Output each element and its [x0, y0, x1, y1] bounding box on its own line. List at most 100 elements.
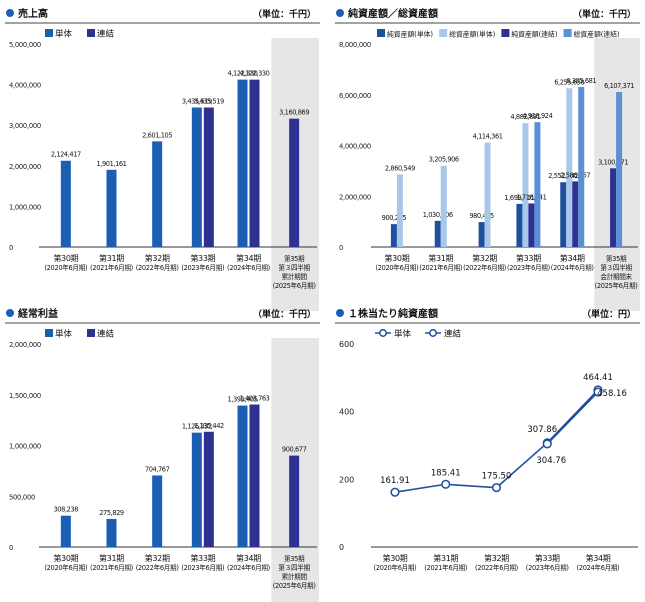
data-label: 704,767 — [145, 465, 170, 473]
x-tick-label: 第35期 — [606, 254, 627, 263]
y-tick-label: 6,000,000 — [339, 92, 371, 100]
legend-label: 純資産額(連結) — [511, 30, 557, 39]
unit-label: （単位：円） — [582, 308, 636, 320]
x-tick-label: 第31期 — [99, 253, 124, 263]
x-tick-label: (2025年6月期) — [273, 581, 316, 590]
y-tick-label: 2,000,000 — [9, 341, 41, 349]
legend-item: 純資産額(単体) — [377, 29, 433, 39]
data-label: 1,135,442 — [194, 422, 224, 430]
data-label: 6,255,658 — [554, 78, 584, 86]
legend-label: 純資産額(単体) — [387, 30, 433, 39]
legend-label: 連結 — [97, 329, 115, 340]
bar-assets — [440, 165, 447, 247]
bar-sales — [237, 79, 248, 248]
bar-sales — [203, 107, 214, 247]
x-tick-label: 第33期 — [516, 253, 541, 263]
chart-title: 経常利益 — [18, 307, 58, 320]
data-label: 1,030,906 — [423, 211, 453, 219]
legend-label: 単体 — [55, 29, 73, 40]
x-tick-label: (2024年6月期) — [227, 263, 270, 272]
data-label: 4,882,891 — [510, 113, 540, 121]
x-tick-label: (2021年6月期) — [424, 563, 467, 572]
legend-label: 連結 — [444, 329, 462, 340]
data-label: 980,465 — [469, 212, 494, 220]
data-label: 464.41 — [583, 373, 613, 383]
bar-sales — [60, 160, 71, 247]
y-tick-label: 8,000,000 — [339, 41, 371, 49]
x-tick-label: 第34期 — [236, 553, 261, 563]
bar-assets — [484, 142, 491, 247]
legend-item: 連結 — [87, 29, 115, 40]
legend-swatch — [501, 29, 510, 37]
bar-sales — [152, 141, 163, 247]
y-tick-label: 2,000,000 — [9, 163, 41, 171]
bar-ordinary — [237, 405, 248, 547]
x-tick-label: 第31期 — [99, 553, 124, 563]
x-tick-label: (2023年6月期) — [507, 263, 550, 272]
bar-assets — [616, 92, 623, 248]
data-point — [390, 487, 400, 497]
bar-assets — [578, 86, 585, 247]
x-tick-label: (2021年6月期) — [419, 263, 462, 272]
unit-label: （単位：千円） — [253, 308, 316, 320]
x-tick-label: 第32期 — [472, 253, 497, 263]
title-bullet-icon — [336, 9, 344, 17]
y-tick-label: 600 — [339, 340, 354, 349]
data-label: 304.76 — [536, 456, 566, 466]
y-tick-label: 1,000,000 — [9, 443, 41, 451]
x-tick-label: 第30期 — [384, 253, 409, 263]
x-tick-label: (2025年6月期) — [273, 281, 316, 290]
legend: 純資産額(単体) 総資産額(単体) 純資産額(連結) 総資産額(連結) — [377, 29, 620, 39]
legend-item: 総資産額(単体) — [439, 29, 496, 39]
x-tick-label: 累計期間 — [282, 572, 308, 581]
legend-item: 単体 — [45, 29, 73, 40]
bar-sales — [106, 169, 117, 247]
y-tick-label: 400 — [339, 408, 354, 417]
legend-swatch — [87, 29, 95, 37]
y-tick-label: 3,000,000 — [9, 122, 41, 130]
data-label: 2,860,549 — [385, 164, 415, 172]
chart-title: １株当たり純資産額 — [348, 307, 438, 320]
x-tick-label: (2025年6月期) — [595, 281, 638, 290]
data-label: 3,435,519 — [182, 98, 212, 106]
legend-swatch — [377, 29, 385, 37]
x-tick-label: (2023年6月期) — [526, 563, 569, 572]
legend-item: 単体 — [375, 329, 412, 340]
legend: 単体 連結 — [45, 29, 115, 40]
bar-assets — [390, 224, 397, 247]
bar-ordinary — [249, 404, 260, 547]
data-label: 2,601,105 — [142, 131, 172, 139]
x-tick-label: (2022年6月期) — [475, 563, 518, 572]
data-label: 1,901,161 — [97, 160, 127, 168]
bar-assets — [434, 220, 441, 247]
x-tick-label: 第30期 — [53, 553, 78, 563]
x-tick-label: (2021年6月期) — [90, 263, 133, 272]
title-bullet-icon — [6, 9, 14, 17]
data-label: 307.86 — [527, 425, 557, 435]
data-label: 3,160,869 — [279, 109, 309, 117]
y-tick-label: 4,000,000 — [339, 143, 371, 151]
data-label: 2,552,042 — [548, 172, 578, 180]
bar-assets — [534, 122, 541, 247]
bar-assets — [572, 181, 579, 247]
data-label: 2,586,857 — [560, 171, 590, 179]
bar-assets — [528, 203, 535, 247]
data-label: 900,225 — [382, 214, 407, 222]
x-tick-label: 第３四半期 — [278, 263, 310, 272]
series-line — [546, 391, 599, 445]
data-label: 6,107,371 — [604, 82, 634, 90]
x-tick-label: 第31期 — [428, 253, 453, 263]
legend-label: 連結 — [97, 29, 115, 40]
data-label: 900,677 — [282, 446, 307, 454]
legend-swatch — [45, 329, 53, 337]
x-tick-label: 第31期 — [433, 553, 458, 563]
legend-marker — [429, 329, 437, 337]
y-tick-label: 5,000,000 — [9, 41, 41, 49]
x-tick-label: (2023年6月期) — [181, 263, 224, 272]
data-label: 4,114,361 — [473, 133, 503, 141]
data-label: 4,918,924 — [522, 112, 552, 120]
legend-swatch — [439, 29, 448, 37]
bar-ordinary — [191, 432, 202, 547]
bar-assets — [610, 168, 617, 247]
y-tick-label: 4,000,000 — [9, 82, 41, 90]
